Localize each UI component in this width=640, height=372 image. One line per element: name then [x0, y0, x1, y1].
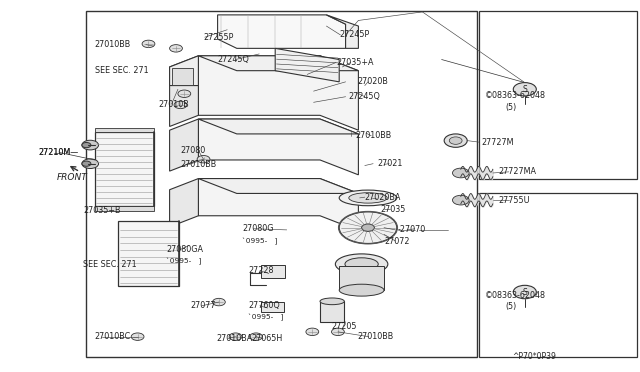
- Circle shape: [82, 159, 99, 169]
- Circle shape: [212, 298, 225, 306]
- Text: 27035+A: 27035+A: [336, 58, 374, 67]
- Text: 27080G: 27080G: [242, 224, 273, 233]
- Ellipse shape: [339, 190, 397, 206]
- Text: `0995-   ]: `0995- ]: [242, 237, 277, 245]
- Polygon shape: [198, 56, 358, 71]
- Text: S: S: [522, 288, 527, 296]
- Text: 27727M: 27727M: [481, 138, 514, 147]
- Bar: [320, 301, 344, 322]
- Text: 27245Q: 27245Q: [349, 92, 381, 101]
- Text: 27021: 27021: [378, 159, 403, 168]
- Text: 27010BB: 27010BB: [95, 40, 131, 49]
- Text: (5): (5): [506, 302, 517, 311]
- Text: 27010BC: 27010BC: [95, 332, 131, 341]
- Circle shape: [513, 285, 536, 299]
- Text: -27070: -27070: [398, 225, 426, 234]
- Ellipse shape: [320, 298, 344, 305]
- Text: ©08363-62048: ©08363-62048: [485, 92, 546, 100]
- Polygon shape: [198, 179, 358, 193]
- Circle shape: [362, 224, 374, 231]
- Text: FRONT: FRONT: [56, 173, 87, 182]
- Text: 27020BA: 27020BA: [365, 193, 401, 202]
- Text: 27205: 27205: [332, 322, 357, 331]
- Text: 27228: 27228: [248, 266, 274, 275]
- Ellipse shape: [339, 212, 397, 243]
- Circle shape: [82, 142, 91, 148]
- Bar: [479, 193, 637, 357]
- Bar: [261, 302, 284, 312]
- Text: 27760Q: 27760Q: [248, 301, 280, 310]
- Polygon shape: [170, 56, 198, 86]
- Bar: [339, 266, 384, 290]
- Polygon shape: [275, 48, 339, 82]
- Text: SEE SEC. 271: SEE SEC. 271: [95, 66, 148, 75]
- Text: 27210M: 27210M: [38, 148, 70, 157]
- Circle shape: [452, 168, 469, 178]
- Text: 27010BB: 27010BB: [355, 131, 392, 140]
- Circle shape: [452, 195, 469, 205]
- Circle shape: [250, 333, 262, 340]
- Text: 27010BB: 27010BB: [357, 332, 394, 341]
- Bar: [479, 11, 637, 179]
- Text: 27035+B: 27035+B: [83, 206, 121, 215]
- Text: 27245P: 27245P: [339, 31, 369, 39]
- Text: S: S: [522, 85, 527, 94]
- Text: 27080GA: 27080GA: [166, 246, 204, 254]
- Circle shape: [142, 40, 155, 48]
- Bar: [118, 221, 179, 286]
- Polygon shape: [198, 56, 358, 130]
- Polygon shape: [170, 179, 198, 227]
- Bar: [95, 206, 154, 211]
- Text: 27010B: 27010B: [159, 100, 189, 109]
- Ellipse shape: [339, 284, 384, 296]
- Circle shape: [170, 45, 182, 52]
- Text: `0995-   ]: `0995- ]: [166, 258, 202, 265]
- Text: 27727MA: 27727MA: [498, 167, 536, 176]
- Ellipse shape: [345, 258, 378, 270]
- Circle shape: [197, 155, 210, 163]
- Text: 27035: 27035: [381, 205, 406, 214]
- Circle shape: [131, 333, 144, 340]
- Circle shape: [174, 101, 187, 109]
- Circle shape: [306, 328, 319, 336]
- Bar: [261, 265, 285, 278]
- Polygon shape: [218, 15, 346, 48]
- Circle shape: [444, 134, 467, 147]
- Text: (5): (5): [506, 103, 517, 112]
- Text: 27755U: 27755U: [498, 196, 529, 205]
- Circle shape: [82, 140, 99, 150]
- Bar: [95, 132, 154, 206]
- Circle shape: [178, 90, 191, 97]
- Circle shape: [229, 333, 242, 340]
- Circle shape: [82, 161, 91, 166]
- Text: ^P70*0P39: ^P70*0P39: [512, 352, 556, 361]
- Polygon shape: [198, 119, 358, 134]
- Polygon shape: [198, 179, 358, 231]
- Ellipse shape: [349, 193, 387, 203]
- Text: 27065H: 27065H: [252, 334, 283, 343]
- Circle shape: [332, 328, 344, 336]
- Text: 27255P: 27255P: [204, 33, 234, 42]
- Text: 27020B: 27020B: [357, 77, 388, 86]
- Text: 27010BB: 27010BB: [180, 160, 217, 169]
- Text: 27080: 27080: [180, 146, 205, 155]
- Polygon shape: [326, 15, 358, 48]
- Text: SEE SEC. 271: SEE SEC. 271: [83, 260, 137, 269]
- Text: 27245Q: 27245Q: [218, 55, 250, 64]
- Text: 27010BA: 27010BA: [216, 334, 253, 343]
- Bar: [95, 128, 154, 132]
- Circle shape: [513, 83, 536, 96]
- Text: 27072: 27072: [384, 237, 410, 246]
- Bar: [172, 68, 193, 85]
- Text: `0995-   ]: `0995- ]: [248, 313, 284, 321]
- Text: ©08363-62048: ©08363-62048: [485, 291, 546, 300]
- Polygon shape: [198, 119, 358, 175]
- Polygon shape: [170, 119, 198, 171]
- Ellipse shape: [335, 254, 388, 275]
- Text: 27077: 27077: [191, 301, 216, 310]
- Circle shape: [449, 137, 462, 144]
- Polygon shape: [170, 56, 198, 126]
- Bar: [86, 11, 477, 357]
- Text: 27210M—: 27210M—: [38, 148, 79, 157]
